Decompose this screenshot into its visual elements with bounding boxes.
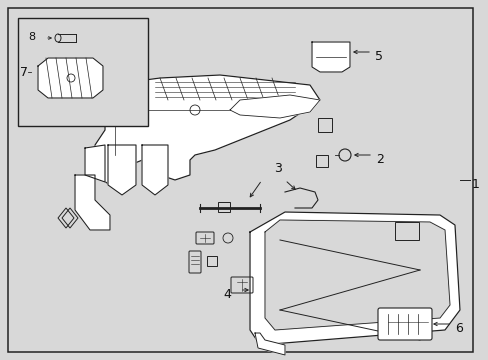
Polygon shape	[264, 220, 449, 330]
Bar	[315, 155, 327, 167]
Text: 1: 1	[471, 177, 479, 190]
Text: 8: 8	[28, 32, 35, 42]
Polygon shape	[108, 145, 136, 195]
Text: 4: 4	[223, 288, 230, 301]
Polygon shape	[311, 42, 349, 72]
Polygon shape	[95, 75, 319, 185]
Text: 2: 2	[375, 153, 383, 166]
Text: 3: 3	[273, 162, 282, 175]
Bar	[218, 202, 229, 212]
Polygon shape	[229, 95, 319, 118]
Text: 5: 5	[374, 50, 382, 63]
Bar	[206, 256, 217, 266]
Text: 7: 7	[20, 66, 28, 78]
Polygon shape	[249, 212, 459, 345]
Polygon shape	[85, 145, 105, 182]
Bar	[18, 18, 148, 126]
Polygon shape	[38, 58, 103, 98]
Polygon shape	[75, 175, 110, 230]
Polygon shape	[142, 145, 168, 195]
Bar	[317, 118, 331, 132]
Polygon shape	[254, 333, 285, 355]
Text: 6: 6	[454, 321, 462, 334]
Bar	[394, 222, 418, 240]
FancyBboxPatch shape	[377, 308, 431, 340]
